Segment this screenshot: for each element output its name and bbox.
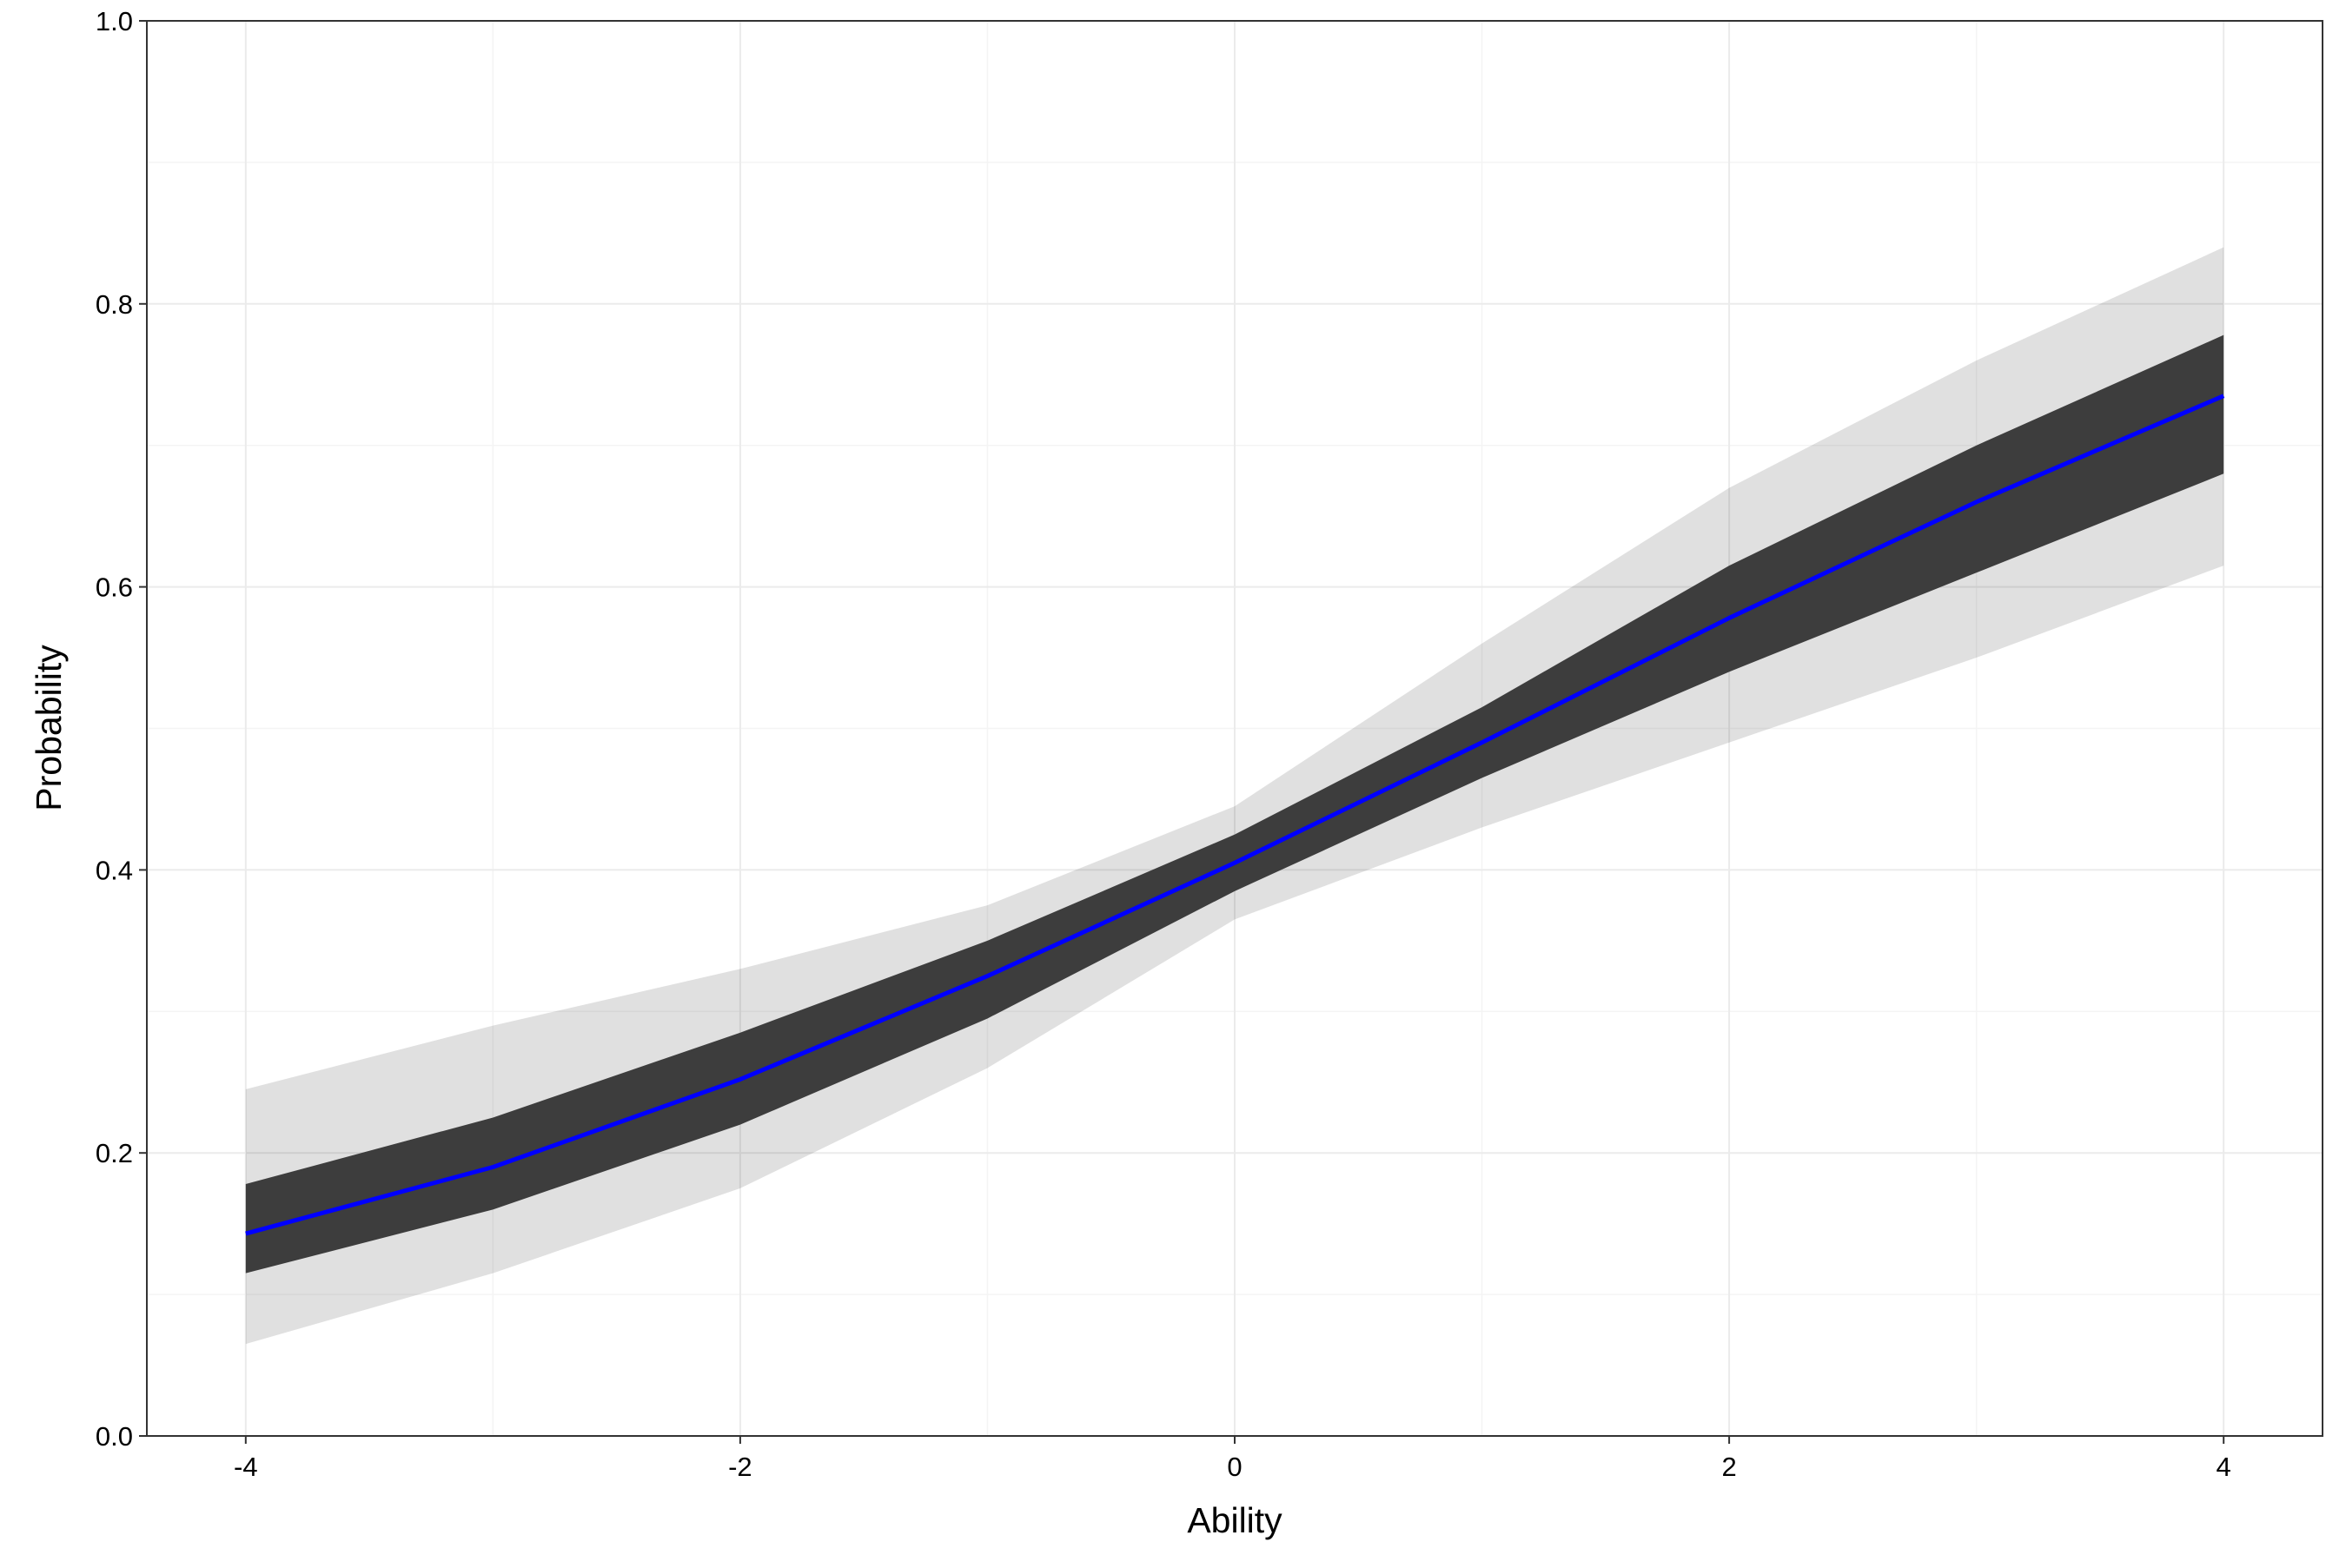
uncertainty-band bbox=[245, 334, 2224, 1274]
x-axis-title: Ability bbox=[1187, 1500, 1282, 1540]
y-tick-label: 0.0 bbox=[96, 1421, 133, 1452]
x-tick-label: -4 bbox=[234, 1452, 258, 1482]
y-tick-label: 0.4 bbox=[96, 855, 133, 885]
y-tick-label: 0.6 bbox=[96, 572, 133, 603]
x-tick-label: 2 bbox=[1721, 1452, 1736, 1482]
x-tick-label: 0 bbox=[1227, 1452, 1242, 1482]
y-tick-label: 0.2 bbox=[96, 1138, 133, 1168]
mean-line bbox=[245, 394, 2225, 1236]
y-axis-title: Probability bbox=[29, 645, 69, 811]
y-tick-label: 1.0 bbox=[96, 6, 133, 36]
y-tick-label: 0.8 bbox=[96, 289, 133, 320]
x-tick-label: -2 bbox=[728, 1452, 752, 1482]
x-tick-label: 4 bbox=[2217, 1452, 2231, 1482]
